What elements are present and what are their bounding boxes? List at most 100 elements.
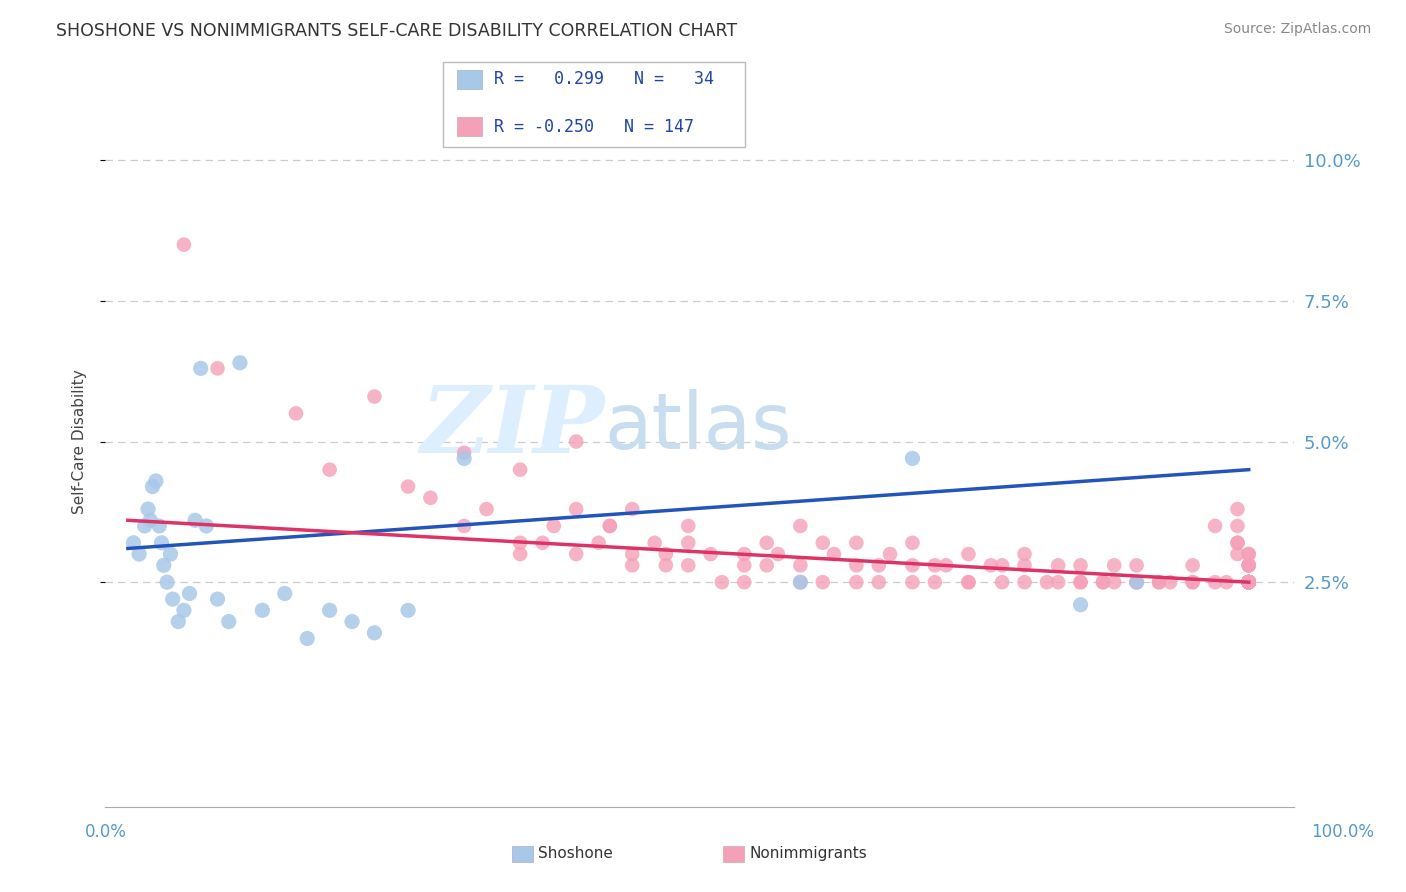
Point [419, 491, 441, 505]
Point [1226, 536, 1249, 550]
Point [957, 575, 980, 590]
Point [475, 502, 498, 516]
Point [1237, 575, 1260, 590]
Point [531, 536, 554, 550]
Point [179, 586, 201, 600]
Point [141, 479, 163, 493]
Point [1237, 575, 1260, 590]
Text: Source: ZipAtlas.com: Source: ZipAtlas.com [1223, 22, 1371, 37]
Point [845, 536, 868, 550]
Point [621, 502, 644, 516]
Point [755, 536, 778, 550]
Point [1237, 575, 1260, 590]
Point [159, 547, 181, 561]
Point [252, 603, 274, 617]
Text: 0.0%: 0.0% [84, 822, 127, 840]
Point [1237, 575, 1260, 590]
Text: Shoshone: Shoshone [538, 847, 613, 861]
Point [1147, 575, 1170, 590]
Point [150, 536, 173, 550]
Point [901, 558, 924, 573]
Point [901, 451, 924, 466]
Point [1237, 575, 1260, 590]
Point [1237, 575, 1260, 590]
Point [957, 547, 980, 561]
Point [565, 502, 588, 516]
Point [1237, 575, 1260, 590]
Point [1070, 598, 1092, 612]
Point [145, 474, 167, 488]
Point [195, 519, 218, 533]
Point [845, 558, 868, 573]
Point [1237, 575, 1260, 590]
Point [509, 463, 531, 477]
Point [396, 603, 419, 617]
Point [1237, 575, 1260, 590]
Point [1125, 558, 1147, 573]
Point [295, 632, 318, 646]
Point [811, 536, 834, 550]
Text: atlas: atlas [605, 389, 792, 465]
Point [1237, 575, 1260, 590]
Point [218, 615, 240, 629]
Point [678, 558, 700, 573]
Point [901, 575, 924, 590]
Point [1237, 575, 1260, 590]
Point [1237, 547, 1260, 561]
Point [1237, 575, 1260, 590]
Point [1226, 547, 1249, 561]
Point [1237, 575, 1260, 590]
Point [1204, 575, 1226, 590]
Point [134, 519, 156, 533]
Point [1237, 575, 1260, 590]
Point [655, 547, 678, 561]
Point [1181, 558, 1204, 573]
Point [957, 575, 980, 590]
Text: R =   0.299   N =   34: R = 0.299 N = 34 [494, 70, 713, 88]
Point [1159, 575, 1181, 590]
Point [207, 592, 229, 607]
Point [1237, 575, 1260, 590]
Point [1070, 558, 1092, 573]
Point [980, 558, 1002, 573]
Point [1125, 575, 1147, 590]
Point [1237, 575, 1260, 590]
Point [1181, 575, 1204, 590]
Point [766, 547, 789, 561]
Point [274, 586, 297, 600]
Point [1237, 575, 1260, 590]
Point [1036, 575, 1059, 590]
Point [1125, 575, 1147, 590]
Point [1237, 575, 1260, 590]
Point [363, 390, 385, 404]
Point [1047, 558, 1070, 573]
Point [935, 558, 957, 573]
Point [1226, 519, 1249, 533]
Point [1237, 575, 1260, 590]
Point [1237, 575, 1260, 590]
Point [1237, 575, 1260, 590]
Point [1014, 575, 1036, 590]
Point [789, 519, 811, 533]
Point [811, 575, 834, 590]
Point [1237, 575, 1260, 590]
Point [1237, 547, 1260, 561]
Point [229, 356, 252, 370]
Point [868, 558, 890, 573]
Point [1237, 575, 1260, 590]
Point [733, 575, 755, 590]
Point [1237, 558, 1260, 573]
Point [152, 558, 174, 573]
Point [1237, 575, 1260, 590]
Point [644, 536, 666, 550]
Point [184, 513, 207, 527]
Point [543, 519, 565, 533]
Point [1091, 575, 1114, 590]
Point [173, 603, 195, 617]
Point [167, 615, 190, 629]
Point [1237, 558, 1260, 573]
Point [1237, 575, 1260, 590]
Point [1237, 575, 1260, 590]
Point [1215, 575, 1237, 590]
Point [699, 547, 721, 561]
